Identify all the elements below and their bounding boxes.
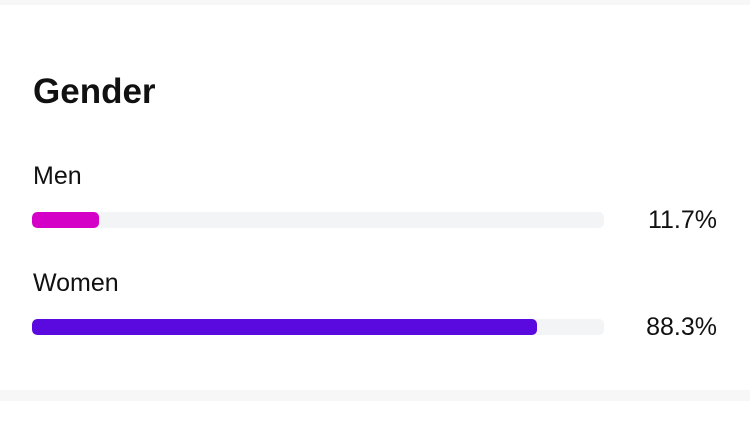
section-title: Gender — [33, 72, 156, 111]
women-progress-track — [32, 319, 604, 335]
men-percent: 11.7% — [647, 206, 717, 234]
women-percent: 88.3% — [646, 313, 717, 341]
men-progress-track — [32, 212, 604, 228]
top-divider — [0, 0, 750, 5]
women-progress-fill — [32, 319, 538, 335]
women-label: Women — [33, 269, 119, 297]
men-progress-fill — [32, 212, 99, 228]
men-label: Men — [33, 162, 82, 190]
bottom-divider — [0, 390, 750, 401]
